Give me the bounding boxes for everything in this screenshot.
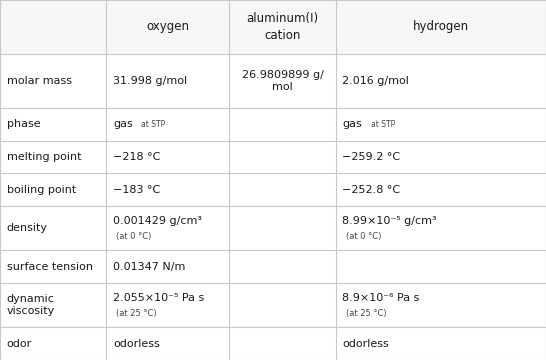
- Text: −183 °C: −183 °C: [113, 185, 161, 195]
- Text: 8.99×10⁻⁵ g/cm³: 8.99×10⁻⁵ g/cm³: [342, 216, 437, 226]
- Text: (at 0 °C): (at 0 °C): [116, 231, 152, 240]
- Text: −259.2 °C: −259.2 °C: [342, 152, 400, 162]
- Text: (at 25 °C): (at 25 °C): [346, 309, 386, 318]
- Text: gas: gas: [113, 119, 133, 129]
- Text: density: density: [7, 223, 48, 233]
- Text: gas: gas: [342, 119, 362, 129]
- Text: 8.9×10⁻⁶ Pa s: 8.9×10⁻⁶ Pa s: [342, 293, 420, 303]
- Text: −218 °C: −218 °C: [113, 152, 161, 162]
- Text: 26.9809899 g/
mol: 26.9809899 g/ mol: [242, 69, 323, 92]
- Text: dynamic
viscosity: dynamic viscosity: [7, 294, 55, 316]
- Text: molar mass: molar mass: [7, 76, 72, 86]
- Text: odor: odor: [7, 339, 32, 348]
- Text: odorless: odorless: [342, 339, 389, 348]
- Text: phase: phase: [7, 119, 40, 129]
- Bar: [0, 0, 546, 54]
- Text: (at 25 °C): (at 25 °C): [116, 309, 157, 318]
- Text: aluminum(I)
cation: aluminum(I) cation: [246, 12, 319, 42]
- Text: 31.998 g/mol: 31.998 g/mol: [113, 76, 187, 86]
- Text: hydrogen: hydrogen: [413, 21, 469, 33]
- Text: (at 0 °C): (at 0 °C): [346, 231, 381, 240]
- Text: 2.055×10⁻⁵ Pa s: 2.055×10⁻⁵ Pa s: [113, 293, 204, 303]
- Text: oxygen: oxygen: [146, 21, 189, 33]
- Text: melting point: melting point: [7, 152, 81, 162]
- Text: odorless: odorless: [113, 339, 160, 348]
- Text: −252.8 °C: −252.8 °C: [342, 185, 400, 195]
- Text: 2.016 g/mol: 2.016 g/mol: [342, 76, 409, 86]
- Text: 0.01347 N/m: 0.01347 N/m: [113, 262, 186, 272]
- Text: at STP: at STP: [371, 120, 395, 129]
- Text: at STP: at STP: [141, 120, 165, 129]
- Text: boiling point: boiling point: [7, 185, 76, 195]
- Text: surface tension: surface tension: [7, 262, 93, 272]
- Text: 0.001429 g/cm³: 0.001429 g/cm³: [113, 216, 202, 226]
